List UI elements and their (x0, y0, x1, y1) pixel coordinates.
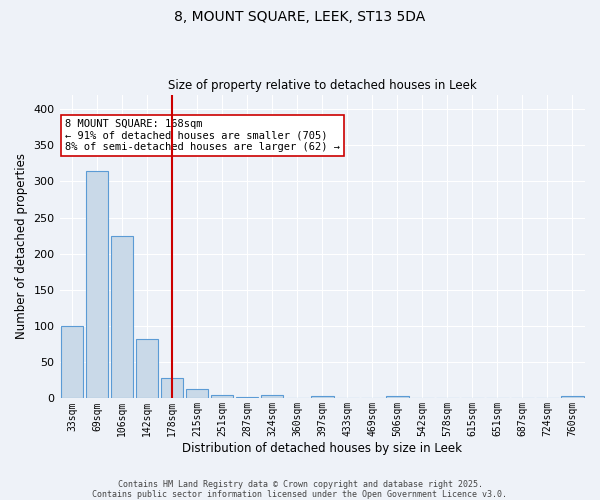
Bar (236, 397, 259, 398)
Bar (86, 170, 109, 398)
Bar (111, 236, 133, 398)
Y-axis label: Number of detached properties: Number of detached properties (15, 154, 28, 340)
Bar (61, 326, 83, 398)
Bar (211, 395, 233, 398)
Bar (261, 395, 283, 398)
Title: Size of property relative to detached houses in Leek: Size of property relative to detached ho… (168, 79, 476, 92)
Bar (386, 396, 409, 398)
Bar (311, 396, 334, 398)
Text: 8 MOUNT SQUARE: 168sqm
← 91% of detached houses are smaller (705)
8% of semi-det: 8 MOUNT SQUARE: 168sqm ← 91% of detached… (65, 119, 340, 152)
Bar (161, 378, 184, 398)
Bar (136, 339, 158, 398)
Text: Contains HM Land Registry data © Crown copyright and database right 2025.
Contai: Contains HM Land Registry data © Crown c… (92, 480, 508, 499)
Bar (561, 396, 584, 398)
X-axis label: Distribution of detached houses by size in Leek: Distribution of detached houses by size … (182, 442, 462, 455)
Bar (186, 389, 208, 398)
Text: 8, MOUNT SQUARE, LEEK, ST13 5DA: 8, MOUNT SQUARE, LEEK, ST13 5DA (175, 10, 425, 24)
